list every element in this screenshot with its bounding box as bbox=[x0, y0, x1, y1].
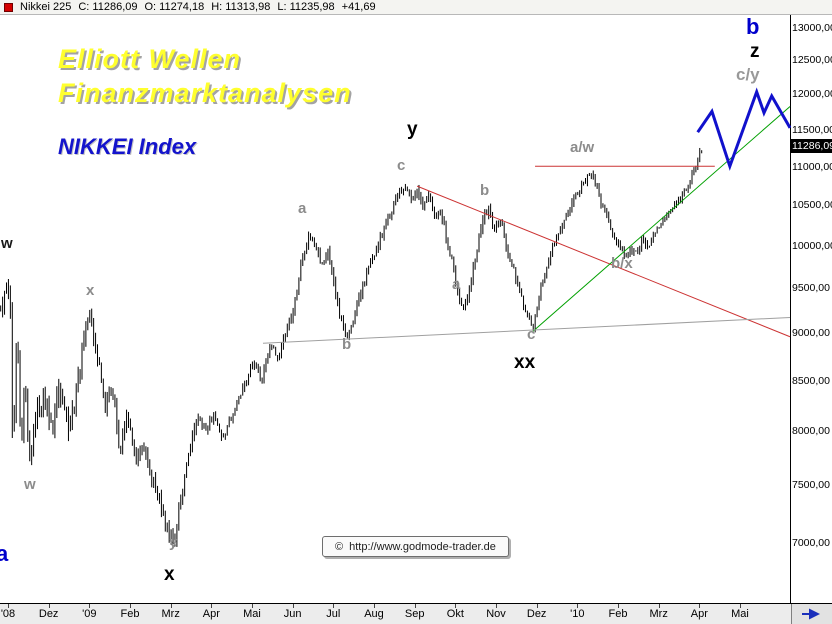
x-axis-label: Mrz bbox=[649, 608, 668, 620]
y-axis-label: 7500,00 bbox=[792, 479, 830, 492]
x-axis-label: Aug bbox=[364, 608, 384, 620]
time-axis-tick bbox=[455, 604, 457, 608]
x-axis-label: Nov bbox=[486, 608, 506, 620]
quote-change: +41,69 bbox=[341, 1, 376, 13]
time-axis-tick bbox=[740, 604, 741, 608]
time-axis-tick bbox=[333, 604, 335, 608]
x-axis-label: Dez bbox=[526, 608, 547, 620]
x-axis-label: Okt bbox=[446, 608, 464, 620]
watermark-url: http://www.godmode-trader.de bbox=[349, 540, 496, 553]
x-axis-label: Apr bbox=[202, 608, 220, 620]
time-axis-tick bbox=[48, 604, 50, 608]
time-axis-tick bbox=[618, 604, 619, 608]
time-axis-tick bbox=[536, 604, 538, 608]
time-axis-tick bbox=[292, 604, 294, 608]
watermark: © http://www.godmode-trader.de bbox=[322, 536, 509, 557]
x-axis-label: Mai bbox=[243, 608, 261, 620]
price-axis: 13000,00 12500,00 12000,00 11500,00 11000,00… bbox=[791, 15, 832, 603]
x-axis-label: '10 bbox=[570, 608, 585, 620]
y-axis-label: 10000,00 bbox=[792, 239, 832, 252]
y-axis-label: 7000,00 bbox=[792, 536, 830, 549]
time-axis: '08 Dez '09 Feb Mrz Apr Mai Jun Jul Aug Sep Okt Nov D… bbox=[0, 604, 832, 624]
last-price-badge: 11286,09 bbox=[790, 139, 832, 153]
x-axis-label: Jul bbox=[326, 608, 341, 620]
time-axis-tick bbox=[89, 604, 91, 608]
time-axis-tick bbox=[211, 604, 213, 608]
time-axis-tick bbox=[252, 604, 253, 608]
x-axis-label: Dez bbox=[38, 608, 59, 620]
y-axis-label: 11000,00 bbox=[792, 160, 832, 173]
time-axis-tick bbox=[414, 604, 416, 608]
time-axis-tick bbox=[374, 604, 375, 608]
quote-bar: Nikkei 225 C: 11286,09 O: 11274,18 H: 11… bbox=[0, 0, 832, 15]
y-axis-label: 9000,00 bbox=[792, 327, 830, 340]
quote-open: O: 11274,18 bbox=[144, 1, 205, 13]
time-axis-tick bbox=[658, 604, 660, 608]
y-axis-label: 12500,00 bbox=[792, 54, 832, 67]
arrow-right-icon bbox=[802, 608, 820, 620]
x-axis-label: Mrz bbox=[161, 608, 180, 620]
x-axis-label: Apr bbox=[690, 608, 708, 620]
y-axis-label: 11500,00 bbox=[792, 123, 832, 136]
y-axis-label: 13000,00 bbox=[792, 21, 832, 34]
y-axis-label: 8000,00 bbox=[792, 425, 830, 438]
time-axis-tick bbox=[577, 604, 579, 608]
copyright-icon: © bbox=[335, 540, 344, 553]
quote-symbol: Nikkei 225 bbox=[20, 1, 72, 13]
x-axis-label: Mai bbox=[731, 608, 749, 620]
x-axis-label: '09 bbox=[82, 608, 97, 620]
x-axis-label: Sep bbox=[404, 608, 425, 620]
x-axis-label: Jun bbox=[283, 608, 302, 620]
time-axis-tick bbox=[8, 604, 9, 608]
time-axis-tick bbox=[170, 604, 172, 608]
x-axis-label: Feb bbox=[608, 608, 628, 620]
quote-low: L: 11235,98 bbox=[277, 1, 335, 13]
time-axis-tick bbox=[130, 604, 131, 608]
quote-close: C: 11286,09 bbox=[78, 1, 138, 13]
x-axis-label: Feb bbox=[120, 608, 140, 620]
time-axis-tick bbox=[699, 604, 701, 608]
y-axis-label: 12000,00 bbox=[792, 88, 832, 101]
x-axis-label: '08 bbox=[0, 608, 16, 620]
jump-to-latest-button[interactable] bbox=[791, 604, 832, 624]
y-axis-label: 9500,00 bbox=[792, 282, 830, 295]
quote-high: H: 11313,98 bbox=[211, 1, 271, 13]
y-axis-label: 8500,00 bbox=[792, 375, 830, 387]
time-axis-tick bbox=[496, 604, 497, 608]
y-axis-label: 10500,00 bbox=[792, 199, 832, 212]
instrument-icon bbox=[4, 2, 13, 12]
